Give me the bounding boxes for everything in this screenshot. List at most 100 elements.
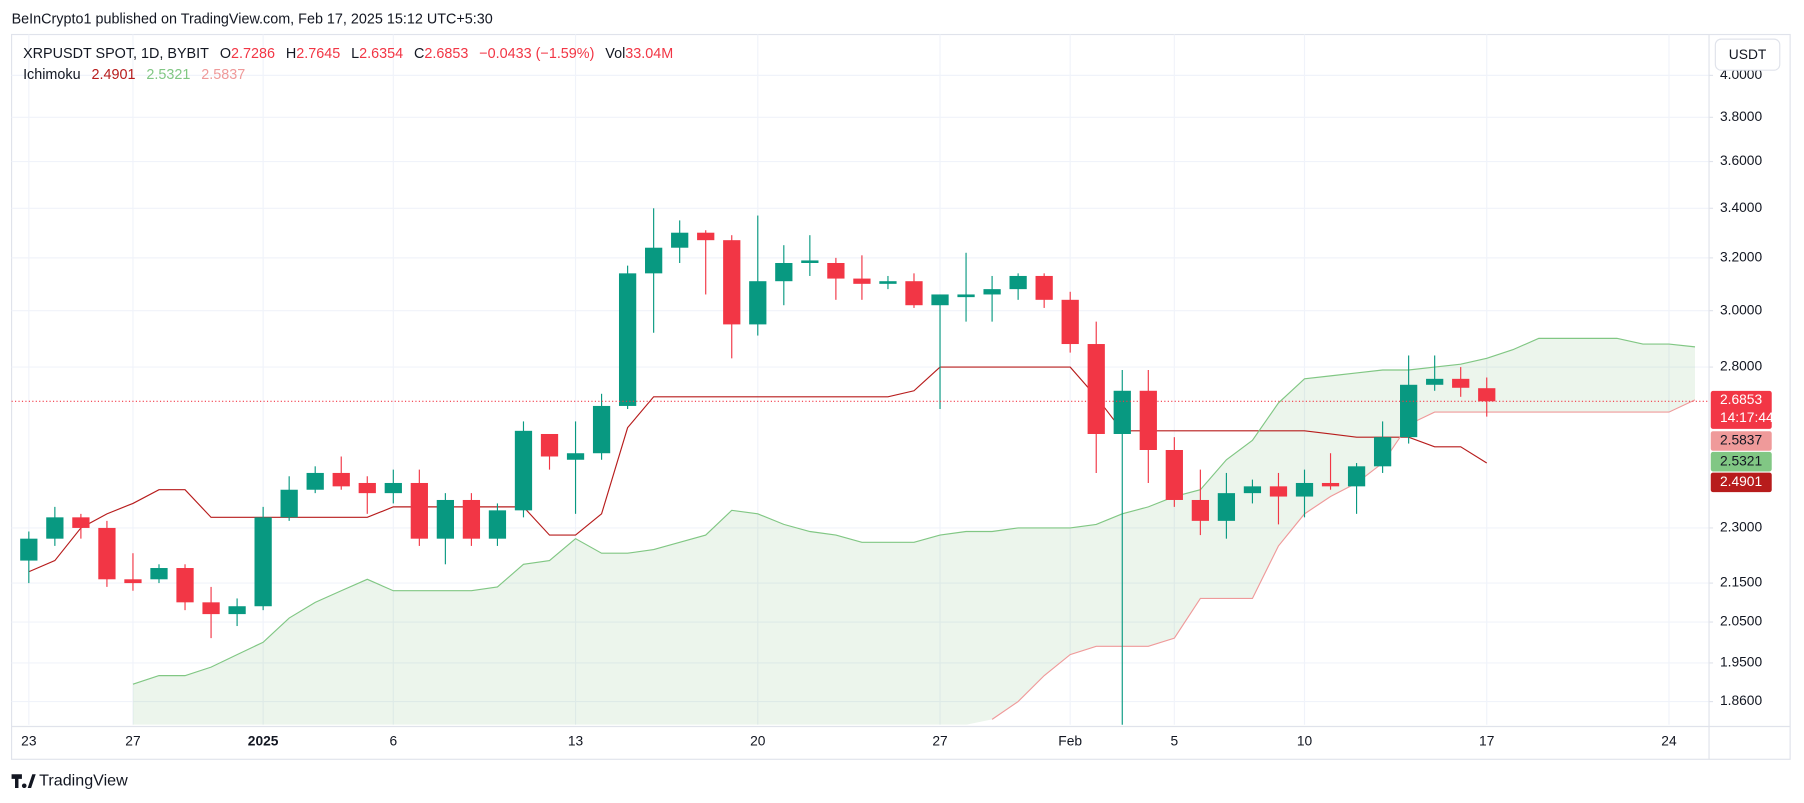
indicator-tag-label: 2.4901 [1720, 474, 1762, 489]
close-value: 2.6853 [424, 46, 468, 62]
candle-body [1452, 378, 1470, 388]
candle-body [462, 499, 481, 539]
indicator-line: Ichimoku 2.4901 2.5321 2.5837 [23, 67, 245, 83]
x-tick-label: 24 [1661, 734, 1677, 749]
candle-body [671, 232, 689, 248]
y-tick-label: 2.1500 [1720, 575, 1763, 590]
candle-body [775, 262, 793, 282]
overlay-layer: XRPUSDT SPOT, 1D, BYBIT O2.7286 H2.7645 … [11, 38, 1781, 789]
plot-area [11, 208, 1709, 725]
candle-body [228, 606, 246, 615]
y-tick-label: 2.3000 [1720, 520, 1763, 535]
candle-body [280, 489, 298, 518]
candle-body [410, 482, 428, 539]
indicator-line [28, 366, 1488, 573]
y-tick-label: 2.0500 [1720, 614, 1763, 629]
candle-body [1243, 486, 1262, 494]
open-value: 2.7286 [231, 46, 275, 62]
candle-body [1426, 378, 1444, 385]
candle-body [749, 281, 767, 325]
candle-body [1321, 482, 1340, 487]
candle-body [1061, 299, 1079, 345]
x-tick-label: 5 [1170, 734, 1178, 749]
indicator-line [991, 399, 1696, 720]
countdown-label: 14:17:44 [1720, 410, 1774, 425]
candle-body [306, 472, 324, 490]
chart-frame [10, 33, 1791, 760]
candle-body [1217, 493, 1236, 521]
ohlc-label: H [286, 46, 296, 62]
x-tick-label: 6 [389, 734, 397, 749]
symbol: XRPUSDT SPOT, 1D, BYBIT [23, 46, 209, 62]
indicator-value: 2.4901 [92, 67, 136, 83]
indicator-tag [1710, 431, 1772, 451]
y-tick-label: 1.9500 [1720, 655, 1763, 670]
y-tick-label: 3.8000 [1720, 109, 1763, 124]
candle-body [853, 278, 871, 284]
candle-body [983, 289, 1001, 295]
candle-body [384, 482, 402, 494]
candle-body [957, 294, 975, 298]
candle-body [436, 499, 454, 539]
x-tick-label: 13 [568, 734, 584, 749]
candle-body [931, 294, 949, 306]
candle-body [1165, 449, 1183, 500]
indicator-tag [1710, 451, 1772, 472]
x-tick-label: 27 [932, 734, 947, 749]
y-tick-label: 3.2000 [1720, 250, 1763, 265]
low-value: 2.6354 [359, 46, 403, 62]
candle-body [697, 232, 715, 241]
indicator-name: Ichimoku [23, 67, 81, 83]
volume: 33.04M [625, 46, 673, 62]
currency-label[interactable]: USDT [1729, 47, 1767, 62]
candle-body [1087, 344, 1105, 434]
symbol-line: XRPUSDT SPOT, 1D, BYBIT O2.7286 H2.7645 … [23, 46, 673, 62]
x-tick-label: Feb [1058, 734, 1082, 749]
candle-body [879, 281, 897, 284]
y-tick-label: 2.8000 [1720, 359, 1763, 374]
indicator-tag [1710, 472, 1772, 493]
currency-button[interactable] [1714, 38, 1781, 71]
cloud-fill [132, 338, 1696, 725]
published-line: BeInCrypto1 published on TradingView.com… [12, 11, 493, 27]
x-tick-label: 20 [750, 734, 766, 749]
ohlc-label: L [351, 46, 359, 62]
change: −0.0433 (−1.59%) [479, 46, 594, 62]
indicator-value: 2.5837 [201, 67, 245, 83]
candle-body [46, 517, 64, 539]
candle-body [723, 240, 741, 325]
candle-body [827, 262, 845, 279]
last-price-tag [1710, 390, 1772, 429]
candle-body [1269, 486, 1288, 497]
y-tick-label: 1.8600 [1720, 693, 1763, 708]
candle-body [1478, 388, 1496, 402]
candle-body [98, 527, 116, 580]
candle-body [566, 453, 585, 460]
candle-body [1191, 499, 1209, 521]
candle-body [592, 405, 611, 454]
candle-body [540, 433, 559, 457]
x-tick-label: 17 [1479, 734, 1494, 749]
candle-body [801, 260, 819, 263]
indicator-tag-label: 2.5837 [1720, 433, 1762, 448]
candle-body [332, 472, 350, 487]
high-value: 2.7645 [296, 46, 340, 62]
candle-body [1035, 275, 1053, 300]
indicator-tag-label: 2.5321 [1720, 453, 1762, 468]
candle-body [20, 538, 38, 561]
candle-body [176, 568, 194, 603]
y-tick-label: 4.0000 [1720, 67, 1763, 82]
candle-body [1373, 437, 1392, 467]
volume-label: Vol [605, 46, 625, 62]
x-tick-label: 23 [21, 734, 37, 749]
candle-body [514, 430, 533, 511]
y-tick-label: 3.6000 [1720, 153, 1763, 168]
plot-layer: 1.8600 1.9500 2.0500 2.1500 2.3000 2.8000 3.00… [11, 34, 1763, 749]
candle-body [1113, 390, 1131, 434]
x-tick-label: 27 [125, 734, 140, 749]
brand-logo: TradingView [11, 771, 128, 789]
candle-body [124, 579, 142, 584]
candle-body [1347, 466, 1366, 487]
